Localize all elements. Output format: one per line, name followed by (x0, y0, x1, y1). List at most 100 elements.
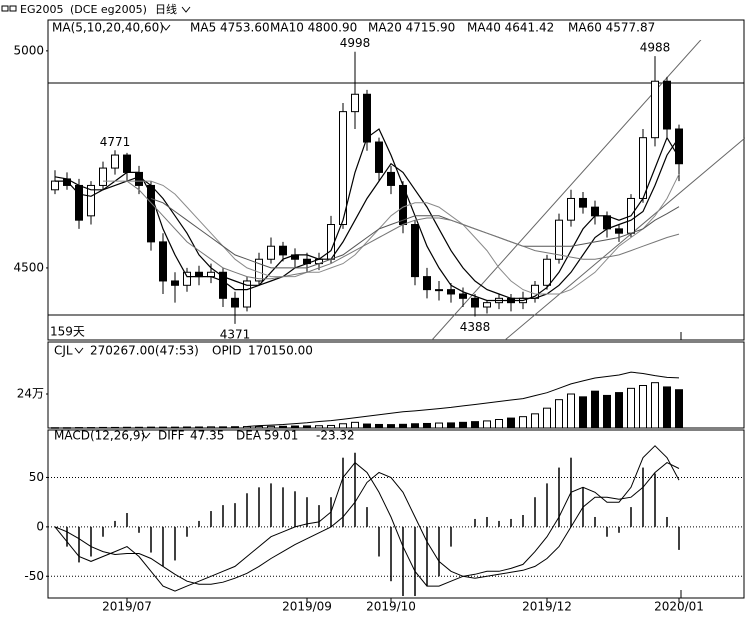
candle-body (579, 197, 587, 208)
diff-line (54, 445, 680, 592)
candle-body (171, 280, 179, 286)
ma-line (126, 180, 680, 280)
candle-body (375, 141, 383, 173)
opid-legend: OPID (212, 344, 241, 358)
candle-body (543, 258, 551, 286)
y-tick-label: 4500 (13, 260, 44, 274)
candle-body (255, 258, 263, 282)
volume-bar (423, 422, 431, 429)
volume-bar (75, 427, 83, 429)
candle-body (471, 297, 479, 308)
volume-bar (627, 387, 635, 429)
macd-legend: MACD(12,26,9) (54, 429, 145, 443)
volume-bar (459, 421, 467, 429)
x-tick-label: 2019/07 (102, 600, 152, 614)
ma-legend: MA10 4800.90 (270, 21, 357, 35)
candle-body (423, 276, 431, 291)
volume-bar (639, 385, 647, 429)
trend-line (431, 40, 702, 340)
trend-line (504, 137, 745, 340)
candle-body (555, 219, 563, 260)
price-panel (47, 19, 745, 341)
ma-line (55, 128, 680, 302)
ma-line (103, 173, 680, 295)
dropdown-icon[interactable] (161, 24, 171, 31)
diff-legend: DIFF (158, 429, 185, 443)
candle-body (99, 167, 107, 186)
volume-bar (147, 426, 155, 429)
volume-bar (375, 423, 383, 429)
ma-legend: MA40 4641.42 (467, 21, 554, 35)
volume-bar (303, 425, 311, 429)
volume-bar (519, 416, 527, 429)
price-annotation: 4388 (460, 320, 491, 334)
price-annotation: 4371 (220, 327, 251, 341)
y-tick-label: 50 (29, 470, 44, 484)
volume-bar (327, 424, 335, 429)
volume-bar (507, 417, 515, 429)
volume-bar (579, 396, 587, 429)
volume-bar (615, 392, 623, 429)
candle-body (51, 180, 59, 191)
volume-bar (435, 422, 443, 429)
candle-body (459, 293, 467, 299)
volume-legend: CJL (54, 344, 73, 358)
y-tick-label: 5000 (13, 43, 44, 57)
volume-bar (447, 422, 455, 429)
icon (9, 5, 17, 12)
dea-value: 59.01 (264, 429, 298, 443)
candle-body (339, 111, 347, 226)
candle-body (183, 271, 191, 286)
candle-body (411, 224, 419, 278)
volume-bar (87, 427, 95, 429)
volume-bar (207, 426, 215, 429)
volume-bar (495, 419, 503, 429)
candle-body (447, 289, 455, 295)
toolbar: EG2005 (DCE eg2005) 日线 (1, 2, 191, 16)
volume-bar (339, 423, 347, 429)
volume-bar (171, 426, 179, 429)
volume-bar (51, 427, 59, 429)
dropdown-icon[interactable] (141, 432, 151, 439)
symbol: EG2005 (20, 3, 63, 16)
volume-bar (291, 425, 299, 429)
candle-body (207, 271, 215, 278)
volume-bar (651, 382, 659, 429)
volume-bar (471, 421, 479, 429)
macd-panel (47, 429, 745, 599)
candle-body (675, 128, 683, 165)
dropdown-icon[interactable] (181, 6, 191, 13)
volume-bar (351, 421, 359, 429)
candle-body (267, 245, 275, 260)
volume-bar (483, 420, 491, 429)
candle-body (219, 271, 227, 299)
volume-bar (387, 424, 395, 429)
volume-bar (531, 413, 539, 429)
price-annotation: 4771 (100, 135, 131, 149)
ma-legend: MA20 4715.90 (368, 21, 455, 35)
y-tick-label: -50 (24, 569, 44, 583)
volume-bar (315, 425, 323, 429)
candle-body (351, 93, 359, 113)
dea-line (54, 462, 680, 585)
volume-bar (63, 427, 71, 429)
icon (1, 5, 9, 12)
x-tick-label: 2020/01 (654, 600, 704, 614)
candle-body (663, 80, 671, 130)
volume-bar (603, 394, 611, 429)
dea-legend: DEA (236, 429, 262, 443)
dropdown-icon[interactable] (74, 347, 84, 354)
candle-body (639, 137, 647, 199)
volume-bar (543, 407, 551, 429)
volume-bar (231, 426, 239, 429)
candle-body (603, 215, 611, 230)
ma-legend: MA60 4577.87 (568, 21, 655, 35)
volume-bar (243, 426, 251, 429)
candle-body (123, 154, 131, 173)
price-annotation: 4998 (340, 36, 371, 50)
candle-body (567, 197, 575, 221)
volume-bar (555, 399, 563, 429)
volume-value: 270267.00(47:53) (90, 344, 199, 358)
